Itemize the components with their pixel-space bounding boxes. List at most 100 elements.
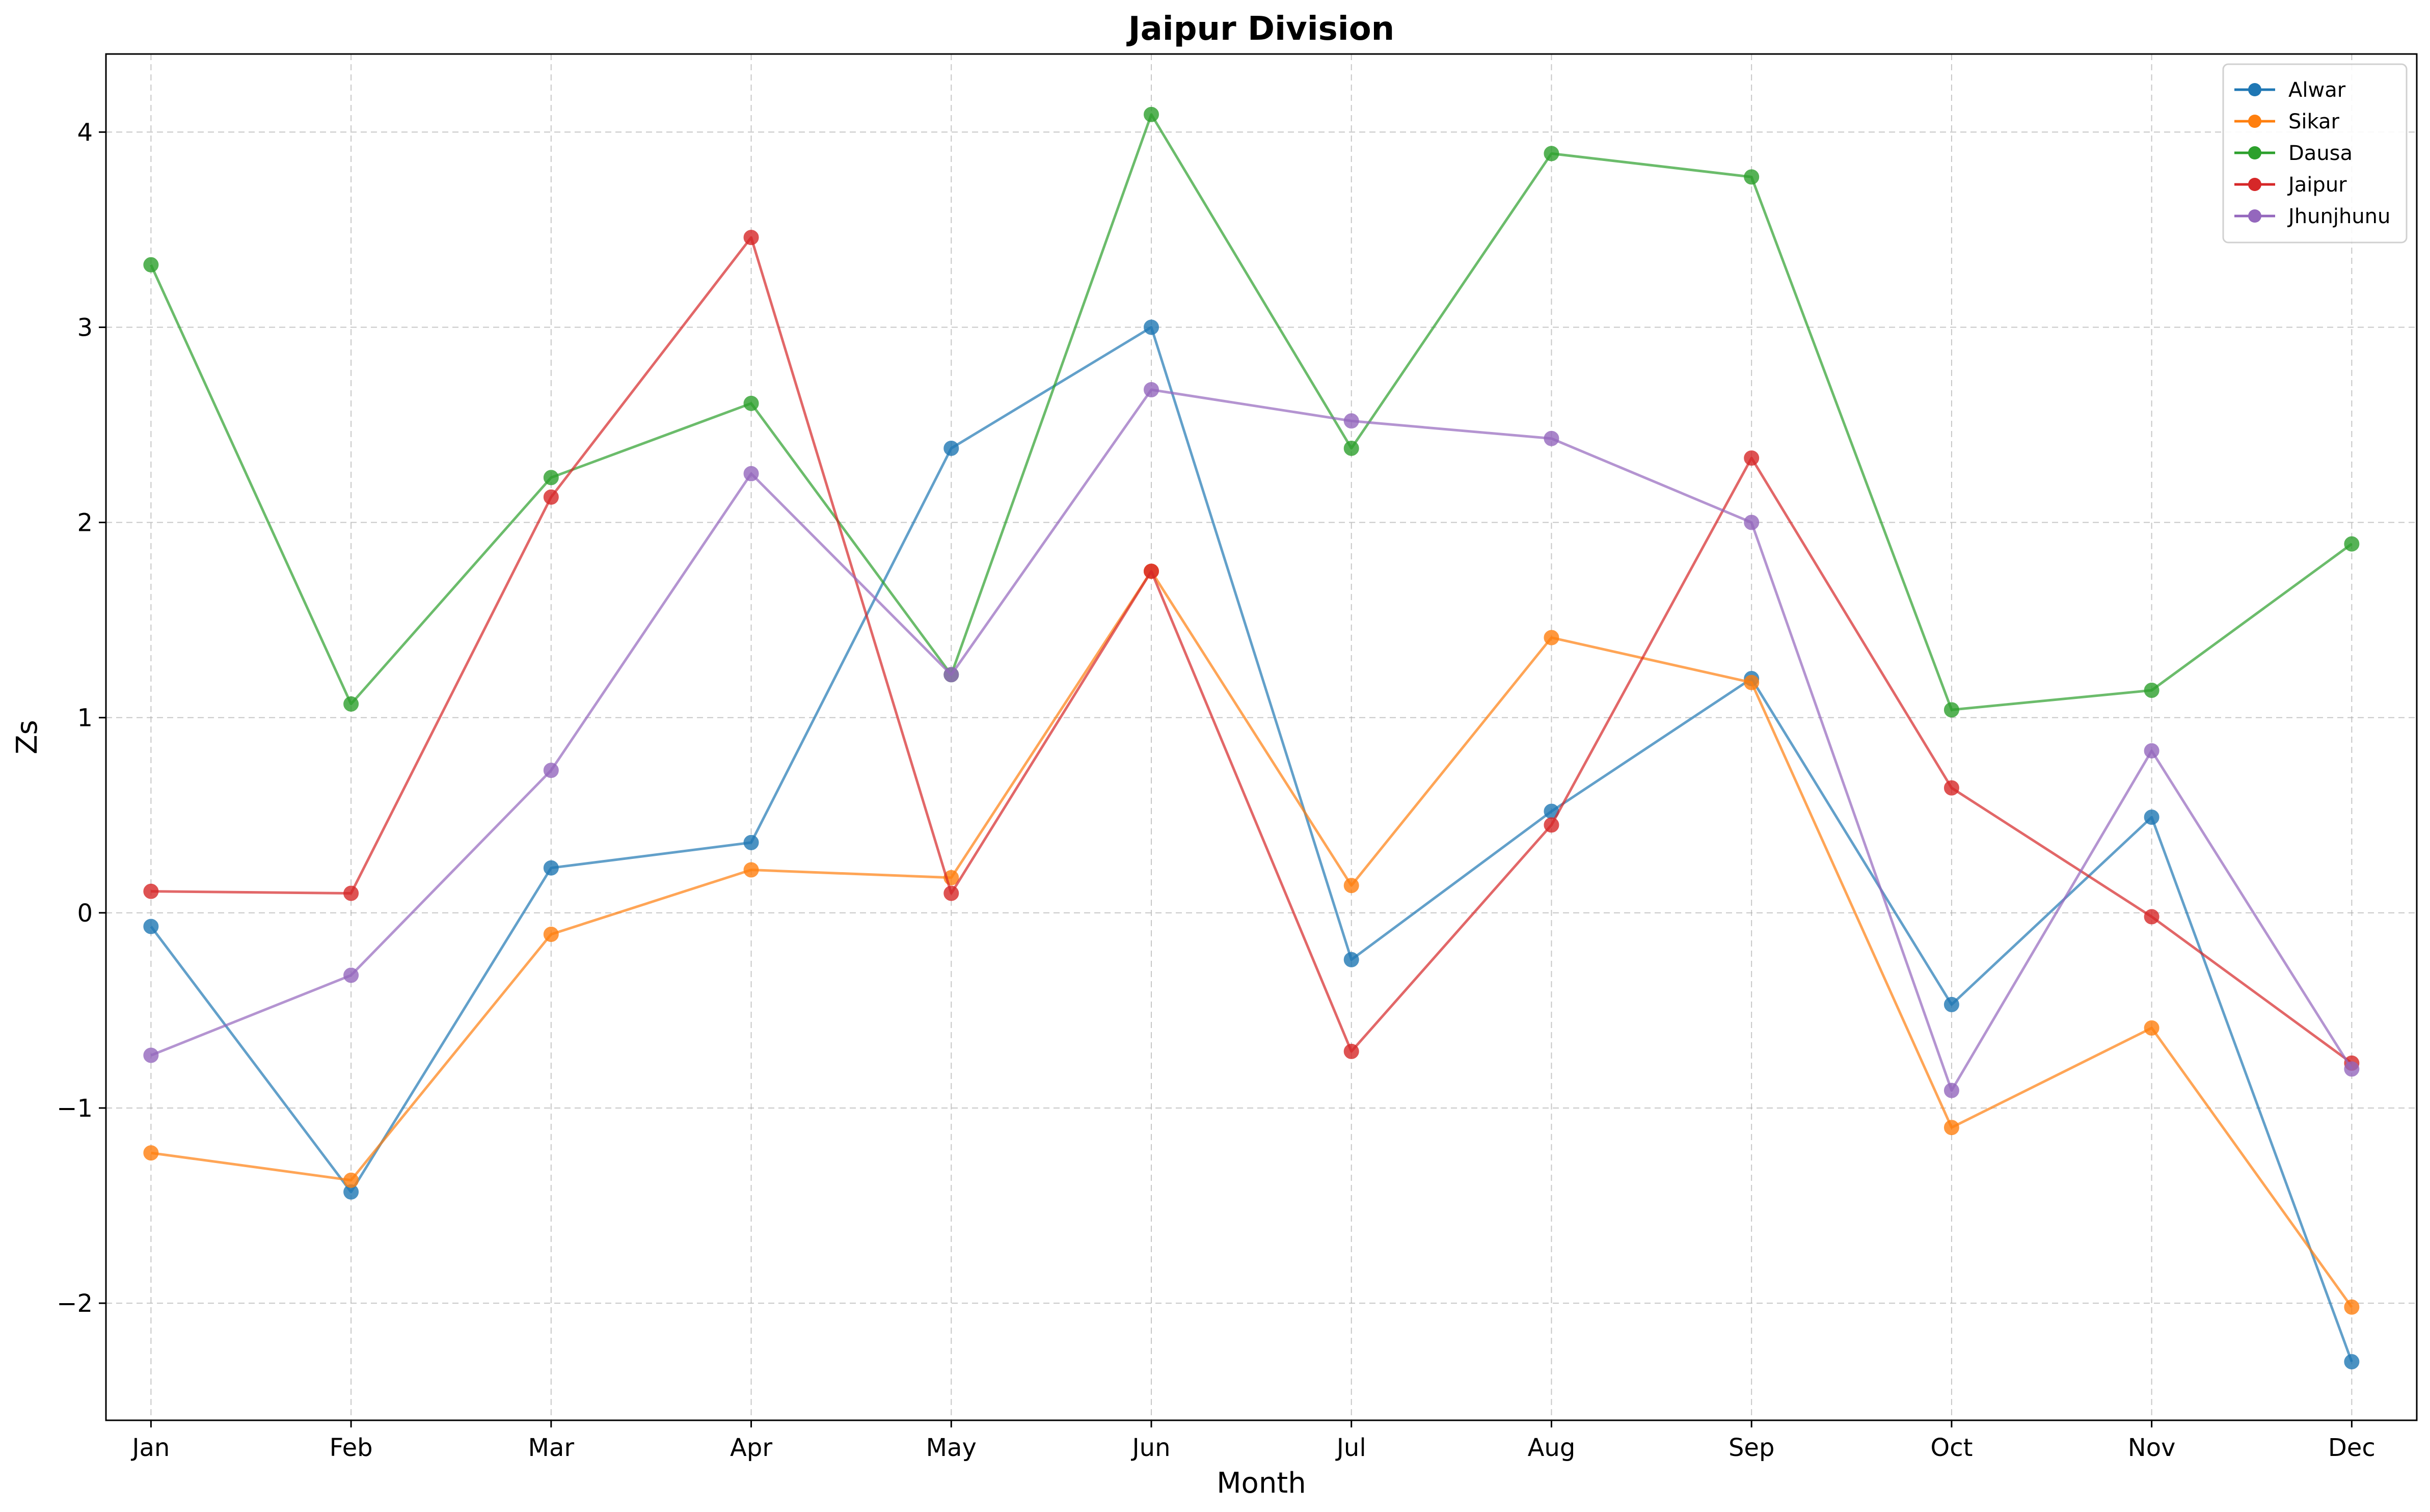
x-tick-label: Apr: [730, 1434, 772, 1462]
data-point: [1544, 430, 1559, 446]
legend-swatch-marker: [2248, 146, 2261, 159]
data-point: [543, 926, 559, 942]
x-tick-label: Feb: [330, 1434, 373, 1462]
legend-item-jaipur: Jaipur: [2234, 173, 2347, 197]
data-point: [1144, 563, 1159, 579]
data-point: [1744, 450, 1760, 466]
y-tick-label: 2: [77, 509, 93, 537]
series-line: [150, 388, 2353, 1092]
x-tick-label: Oct: [1930, 1434, 1973, 1462]
data-point: [343, 1172, 359, 1188]
x-axis-label: Month: [1217, 1467, 1306, 1500]
y-tick-label: 4: [77, 118, 93, 147]
series-jhunjhunu: [143, 382, 2360, 1098]
data-point: [1144, 106, 1159, 122]
x-tick-label: Mar: [528, 1434, 575, 1462]
legend-item-sikar: Sikar: [2234, 110, 2339, 133]
x-tick-label: Jul: [1335, 1434, 1366, 1462]
data-point: [1744, 515, 1760, 530]
data-point: [743, 862, 759, 878]
data-point: [943, 440, 959, 456]
data-point: [2344, 1299, 2360, 1315]
legend-swatch-marker: [2248, 115, 2261, 128]
series-line: [151, 570, 2353, 1308]
y-tick-label: −1: [57, 1094, 93, 1123]
data-point: [343, 696, 359, 712]
data-point: [1343, 878, 1359, 894]
x-tick-label: Aug: [1528, 1434, 1576, 1462]
data-point: [1343, 413, 1359, 429]
legend-item-alwar: Alwar: [2234, 78, 2346, 102]
legend: Alwar Sikar Dausa Jaipur Jhunjhunu: [2222, 63, 2408, 244]
y-tick-label: −2: [57, 1289, 93, 1318]
data-point: [743, 230, 759, 246]
data-point: [143, 257, 159, 273]
data-point: [1343, 952, 1359, 967]
data-point: [143, 1047, 159, 1063]
data-point: [1144, 382, 1159, 398]
data-point: [1943, 780, 1959, 796]
legend-label: Dausa: [2288, 142, 2353, 165]
series-line: [150, 113, 2353, 711]
data-point: [143, 919, 159, 934]
data-point: [743, 466, 759, 481]
legend-label: Jhunjhunu: [2287, 205, 2390, 228]
data-point: [143, 883, 159, 899]
data-point: [1943, 1120, 1959, 1136]
data-point: [543, 860, 559, 876]
chart-title: Jaipur Division: [1126, 10, 1394, 48]
grid-lines: [106, 54, 2417, 1420]
y-tick-label: 3: [77, 313, 93, 342]
data-point: [943, 667, 959, 683]
data-point: [343, 967, 359, 983]
legend-swatch-marker: [2248, 209, 2261, 223]
legend-swatch-marker: [2248, 83, 2261, 96]
y-axis-label: Zs: [11, 720, 44, 754]
legend-swatch-marker: [2248, 178, 2261, 191]
data-point: [743, 395, 759, 411]
data-point: [1544, 817, 1559, 833]
data-point: [2144, 743, 2159, 759]
series-sikar: [143, 563, 2360, 1315]
data-point: [2144, 909, 2159, 925]
x-tick-label: Nov: [2128, 1434, 2176, 1462]
data-point: [2144, 1020, 2159, 1036]
data-point: [543, 489, 559, 505]
data-point: [543, 470, 559, 485]
data-point: [2344, 1354, 2360, 1370]
data-point: [1744, 674, 1760, 690]
data-point: [1544, 146, 1559, 161]
x-tick-label: Dec: [2328, 1434, 2375, 1462]
data-point: [2344, 536, 2360, 552]
legend-box: [2222, 63, 2408, 244]
data-point: [1943, 996, 1959, 1012]
y-tick-label: 1: [77, 704, 93, 733]
legend-label: Alwar: [2288, 78, 2346, 102]
series-lines: [143, 106, 2360, 1370]
data-point: [2144, 809, 2159, 825]
x-tick-label: Jan: [130, 1434, 170, 1462]
legend-item-dausa: Dausa: [2234, 142, 2353, 165]
data-point: [2344, 1061, 2360, 1077]
y-tick-label: 0: [77, 899, 93, 928]
series-line: [151, 236, 2353, 1064]
data-point: [2144, 683, 2159, 698]
data-point: [1343, 440, 1359, 456]
data-point: [1943, 1083, 1959, 1098]
data-point: [1144, 319, 1159, 335]
series-jaipur: [143, 230, 2360, 1071]
data-point: [1544, 630, 1559, 645]
axis-ticks: Jan Feb Mar Apr May Jun Jul Aug Sep Oct Nov Dec −2 −1…: [57, 118, 2375, 1462]
data-point: [143, 1145, 159, 1161]
x-tick-label: May: [926, 1434, 977, 1462]
x-tick-label: Jun: [1131, 1434, 1171, 1462]
data-point: [1343, 1043, 1359, 1059]
legend-label: Jaipur: [2287, 173, 2347, 197]
data-point: [743, 834, 759, 850]
plot-frame: [105, 53, 2418, 1421]
legend-label: Sikar: [2288, 110, 2339, 133]
data-point: [543, 763, 559, 778]
